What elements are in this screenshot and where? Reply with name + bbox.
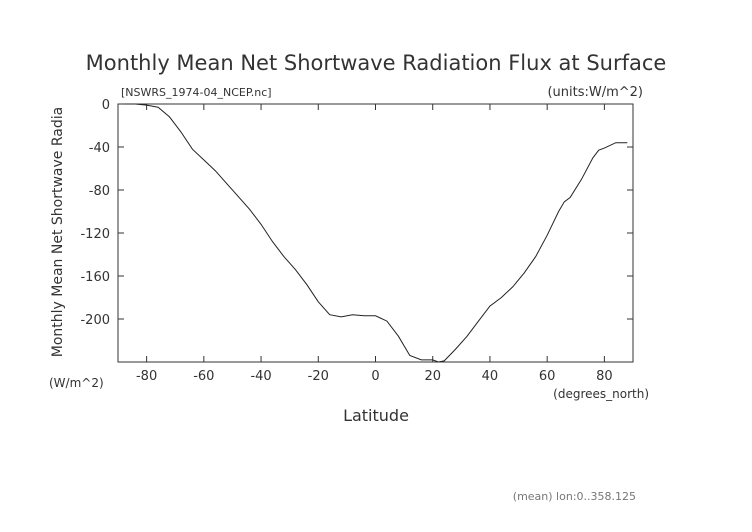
x-tick-label: -80 (136, 369, 157, 384)
x-tick-label: -60 (193, 369, 214, 384)
chart-title: Monthly Mean Net Shortwave Radiation Flu… (86, 51, 667, 75)
units-label: (units:W/m^2) (547, 85, 643, 100)
x-tick-label: 20 (424, 369, 441, 384)
y-tick-label: 0 (102, 98, 110, 113)
x-axis-units: (degrees_north) (553, 387, 649, 401)
y-axis-label: Monthly Mean Net Shortwave Radia (50, 107, 66, 357)
plot-area: -80 -60 -40 -20 0 20 40 60 800-40-80-120-160-200 (80, 98, 634, 384)
x-tick-label: 40 (482, 369, 499, 384)
y-tick-label: -80 (89, 184, 110, 199)
x-tick-label: 60 (539, 369, 556, 384)
x-tick-label: -40 (250, 369, 271, 384)
series-line (123, 103, 628, 363)
plot-frame (117, 103, 634, 363)
footer-note: (mean) lon:0..358.125 (513, 490, 636, 503)
x-tick-label: 80 (596, 369, 613, 384)
x-tick-label: -20 (308, 369, 329, 384)
y-tick-label: -40 (89, 141, 110, 156)
y-axis-units: (W/m^2) (49, 376, 104, 390)
y-tick-label: -160 (80, 270, 110, 285)
file-name-label: [NSWRS_1974-04_NCEP.nc] (121, 86, 272, 99)
y-tick-label: -200 (80, 313, 110, 328)
y-tick-label: -120 (80, 227, 110, 242)
x-tick-label: 0 (371, 369, 379, 384)
x-axis-label: Latitude (343, 406, 409, 425)
